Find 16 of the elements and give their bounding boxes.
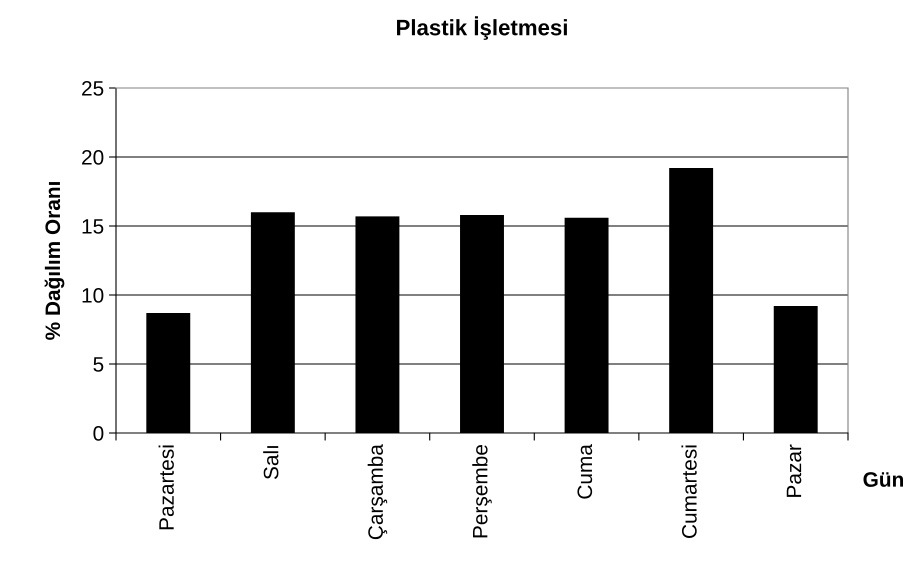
x-tick-label: Cuma — [577, 444, 592, 499]
x-axis-title: Gün — [863, 472, 904, 487]
x-tick-label: Pazar — [786, 444, 802, 497]
x-tick-label: Cumartesi — [681, 446, 697, 538]
y-tick-label: 15 — [82, 219, 104, 234]
chart-title: Plastik İşletmesi — [397, 16, 567, 40]
y-tick-label: 20 — [82, 150, 104, 165]
x-tick-label: Salı — [263, 446, 278, 480]
y-tick-label: 25 — [82, 81, 104, 96]
x-tick-label: Pazartesi — [158, 446, 174, 530]
x-tick-label: Perşembe — [472, 445, 492, 538]
y-tick-label: 0 — [93, 426, 104, 441]
y-tick-label: 10 — [82, 288, 104, 303]
x-tick-label: Çarşamba — [368, 444, 388, 540]
y-tick-label: 5 — [93, 357, 104, 372]
y-axis-title: % Dağılım Oranı — [44, 182, 64, 340]
